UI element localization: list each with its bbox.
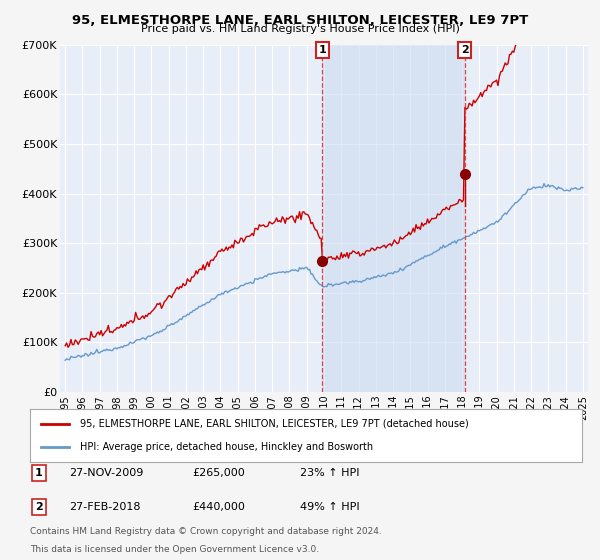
- Text: 1: 1: [35, 468, 43, 478]
- Text: 49% ↑ HPI: 49% ↑ HPI: [300, 502, 359, 512]
- Bar: [322, 45, 464, 392]
- Text: £440,000: £440,000: [192, 502, 245, 512]
- Text: 23% ↑ HPI: 23% ↑ HPI: [300, 468, 359, 478]
- Text: 95, ELMESTHORPE LANE, EARL SHILTON, LEICESTER, LE9 7PT: 95, ELMESTHORPE LANE, EARL SHILTON, LEIC…: [72, 14, 528, 27]
- Text: This data is licensed under the Open Government Licence v3.0.: This data is licensed under the Open Gov…: [30, 545, 319, 554]
- Text: £265,000: £265,000: [192, 468, 245, 478]
- Text: 1: 1: [319, 45, 326, 55]
- Text: Price paid vs. HM Land Registry's House Price Index (HPI): Price paid vs. HM Land Registry's House …: [140, 24, 460, 34]
- Text: 95, ELMESTHORPE LANE, EARL SHILTON, LEICESTER, LE9 7PT (detached house): 95, ELMESTHORPE LANE, EARL SHILTON, LEIC…: [80, 419, 469, 429]
- Text: 2: 2: [35, 502, 43, 512]
- Text: 27-NOV-2009: 27-NOV-2009: [69, 468, 143, 478]
- Text: 2: 2: [461, 45, 469, 55]
- Text: Contains HM Land Registry data © Crown copyright and database right 2024.: Contains HM Land Registry data © Crown c…: [30, 528, 382, 536]
- Text: HPI: Average price, detached house, Hinckley and Bosworth: HPI: Average price, detached house, Hinc…: [80, 442, 373, 452]
- Text: 27-FEB-2018: 27-FEB-2018: [69, 502, 140, 512]
